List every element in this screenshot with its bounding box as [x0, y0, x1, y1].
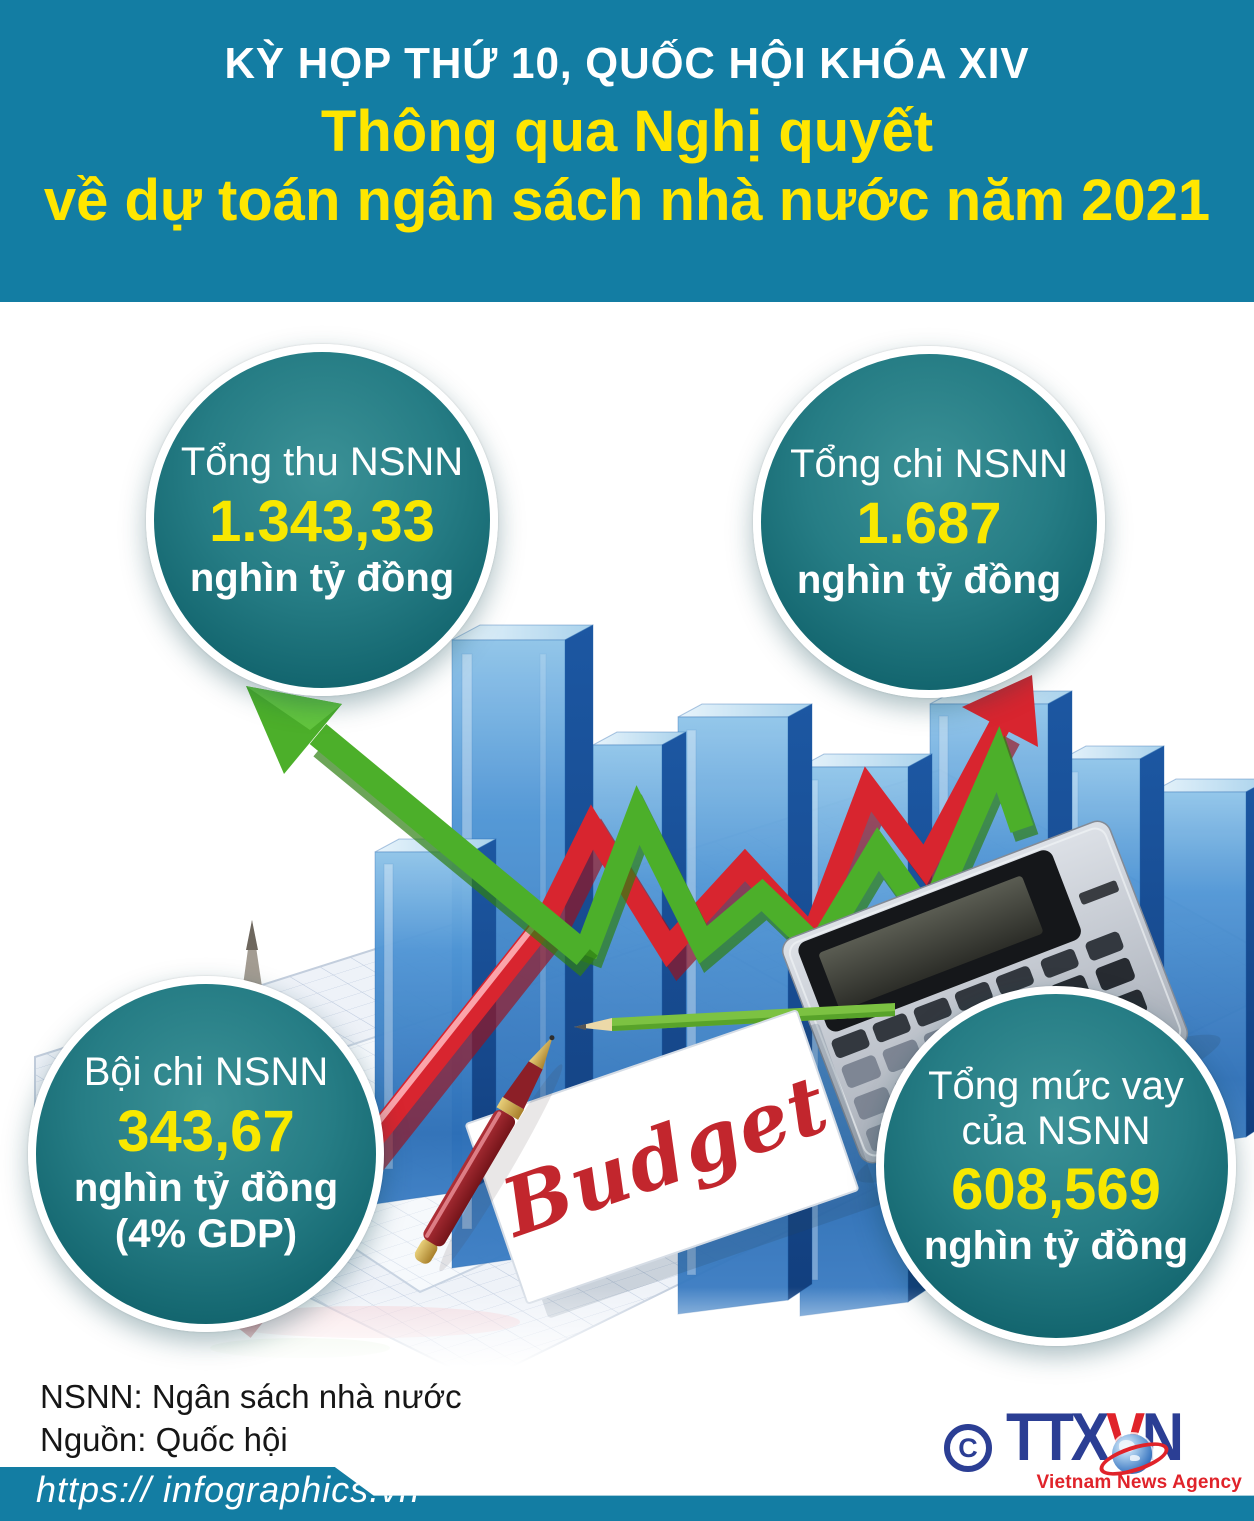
header-banner: KỲ HỌP THỨ 10, QUỐC HỘI KHÓA XIV Thông q…	[0, 0, 1254, 302]
logo-ttx: TTX	[1006, 1399, 1110, 1475]
stat-value: 1.343,33	[209, 489, 435, 555]
page-title-line1: Thông qua Nghị quyết	[320, 99, 934, 165]
stat-value: 608,569	[951, 1157, 1161, 1223]
stat-label-line1: Tổng mức vay	[928, 1063, 1184, 1108]
globe-icon	[1112, 1434, 1152, 1474]
footnote-source: Nguồn: Quốc hội	[40, 1420, 288, 1458]
stat-label-line2: của NSNN	[961, 1108, 1151, 1153]
footnote-abbreviation: NSNN: Ngân sách nhà nước	[40, 1378, 462, 1415]
stat-note: (4% GDP)	[114, 1211, 298, 1256]
stat-label: Bội chi NSNN	[83, 1050, 329, 1095]
main-content: Budget Tổng thu NSNN 1.343,33 nghìn tỷ đ…	[0, 302, 1254, 1367]
footnotes: NSNN: Ngân sách nhà nước Nguồn: Quốc hội	[40, 1376, 462, 1462]
stat-unit: nghìn tỷ đồng	[73, 1165, 339, 1210]
copyright-icon: C	[944, 1424, 992, 1472]
red-trend-arrow	[223, 675, 1038, 1338]
stat-label: Tổng chi NSNN	[790, 442, 1068, 487]
logo-tagline: Vietnam News Agency	[1036, 1472, 1242, 1493]
header-session-title: KỲ HỌP THỨ 10, QUỐC HỘI KHÓA XIV	[224, 39, 1030, 88]
stat-value: 343,67	[117, 1099, 295, 1165]
page-title-line2: về dự toán ngân sách nhà nước năm 2021	[43, 168, 1211, 234]
red-pen-icon	[414, 1035, 563, 1272]
stat-circle-tong-muc-vay: Tổng mức vay của NSNN 608,569 nghìn tỷ đ…	[876, 986, 1236, 1346]
stat-circle-tong-chi: Tổng chi NSNN 1.687 nghìn tỷ đồng	[753, 346, 1105, 698]
ttxvn-logo: C TTXVN Vietnam News Agency	[944, 1399, 1244, 1502]
stat-circle-tong-thu: Tổng thu NSNN 1.343,33 nghìn tỷ đồng	[146, 344, 498, 696]
stat-unit: nghìn tỷ đồng	[796, 557, 1062, 602]
green-pencil-icon	[574, 1003, 895, 1031]
budget-card: Budget	[465, 1010, 881, 1318]
stat-circle-boi-chi: Bội chi NSNN 343,67 nghìn tỷ đồng (4% GD…	[28, 976, 384, 1332]
stat-value: 1.687	[856, 491, 1002, 557]
green-growth-arrow	[246, 686, 598, 977]
stat-unit: nghìn tỷ đồng	[189, 555, 455, 600]
infographics-url-link[interactable]: https:// infographics.vn	[36, 1469, 421, 1510]
stat-label: Tổng thu NSNN	[180, 440, 464, 485]
stat-unit: nghìn tỷ đồng	[923, 1224, 1189, 1269]
